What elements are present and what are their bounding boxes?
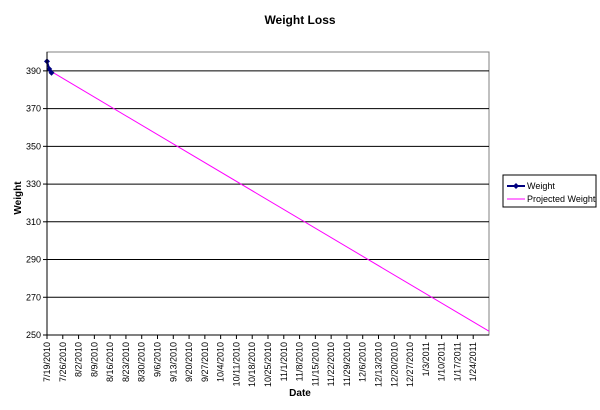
x-tick-label: 11/29/2010 [342, 342, 352, 386]
data-point-weight [46, 65, 53, 72]
x-tick-label: 11/15/2010 [310, 342, 320, 386]
x-tick-label: 8/16/2010 [105, 342, 115, 382]
x-tick-label: 12/6/2010 [358, 342, 368, 382]
x-tick-label: 1/10/2011 [437, 342, 447, 381]
y-tick-label: 310 [26, 217, 41, 227]
x-axis-title: Date [289, 388, 311, 399]
y-tick-label: 290 [26, 255, 41, 265]
x-tick-label: 10/11/2010 [231, 342, 241, 386]
y-axis-ticks: 250 270 290 310 330 350 370 390 [26, 66, 47, 340]
x-tick-label: 7/26/2010 [58, 342, 68, 382]
y-tick-label: 390 [26, 66, 41, 76]
x-tick-label: 9/27/2010 [200, 342, 210, 382]
plot-background [46, 51, 490, 336]
legend-marker-weight [513, 183, 519, 189]
x-tick-label: 10/18/2010 [247, 342, 257, 387]
x-tick-label: 11/8/2010 [295, 342, 305, 381]
plot-area [44, 51, 490, 336]
gridlines [47, 70, 489, 298]
y-tick-label: 350 [26, 141, 41, 151]
x-axis-ticks: 7/19/2010 7/26/2010 8/2/2010 8/9/2010 8/16/2… [42, 335, 478, 387]
legend-box [502, 174, 597, 208]
x-tick-label: 8/30/2010 [137, 342, 147, 382]
y-tick-label: 250 [26, 330, 41, 340]
legend: Weight Projected Weight [502, 174, 597, 208]
series-lines [44, 58, 490, 332]
data-point-weight [48, 69, 55, 76]
legend-label-weight: Weight [527, 181, 555, 191]
chart-title: Weight Loss [264, 13, 335, 27]
x-tick-label: 1/17/2011 [452, 342, 462, 381]
x-tick-label: 8/2/2010 [74, 342, 84, 377]
x-tick-label: 12/20/2010 [389, 342, 399, 387]
x-tick-label: 12/27/2010 [405, 342, 415, 387]
x-tick-label: 8/23/2010 [121, 342, 131, 382]
x-tick-label: 11/1/2010 [279, 342, 289, 381]
x-tick-label: 8/9/2010 [89, 342, 99, 377]
y-tick-label: 330 [26, 179, 41, 189]
x-tick-label: 10/25/2010 [263, 342, 273, 387]
legend-label-projected-weight: Projected Weight [527, 194, 596, 204]
x-tick-label: 9/20/2010 [184, 342, 194, 382]
x-tick-label: 10/4/2010 [216, 342, 226, 382]
x-tick-label: 1/3/2011 [421, 342, 431, 376]
x-tick-label: 9/13/2010 [168, 342, 178, 382]
x-tick-label: 11/22/2010 [326, 342, 336, 386]
x-tick-label: 7/19/2010 [42, 342, 52, 382]
x-tick-label: 12/13/2010 [374, 342, 384, 387]
y-axis-title: Weight [13, 181, 24, 215]
y-tick-label: 370 [26, 104, 41, 114]
y-tick-label: 270 [26, 292, 41, 302]
x-tick-label: 9/6/2010 [153, 342, 163, 377]
x-tick-label: 1/24/2011 [468, 342, 478, 381]
series-line-projected-weight [46, 68, 490, 332]
